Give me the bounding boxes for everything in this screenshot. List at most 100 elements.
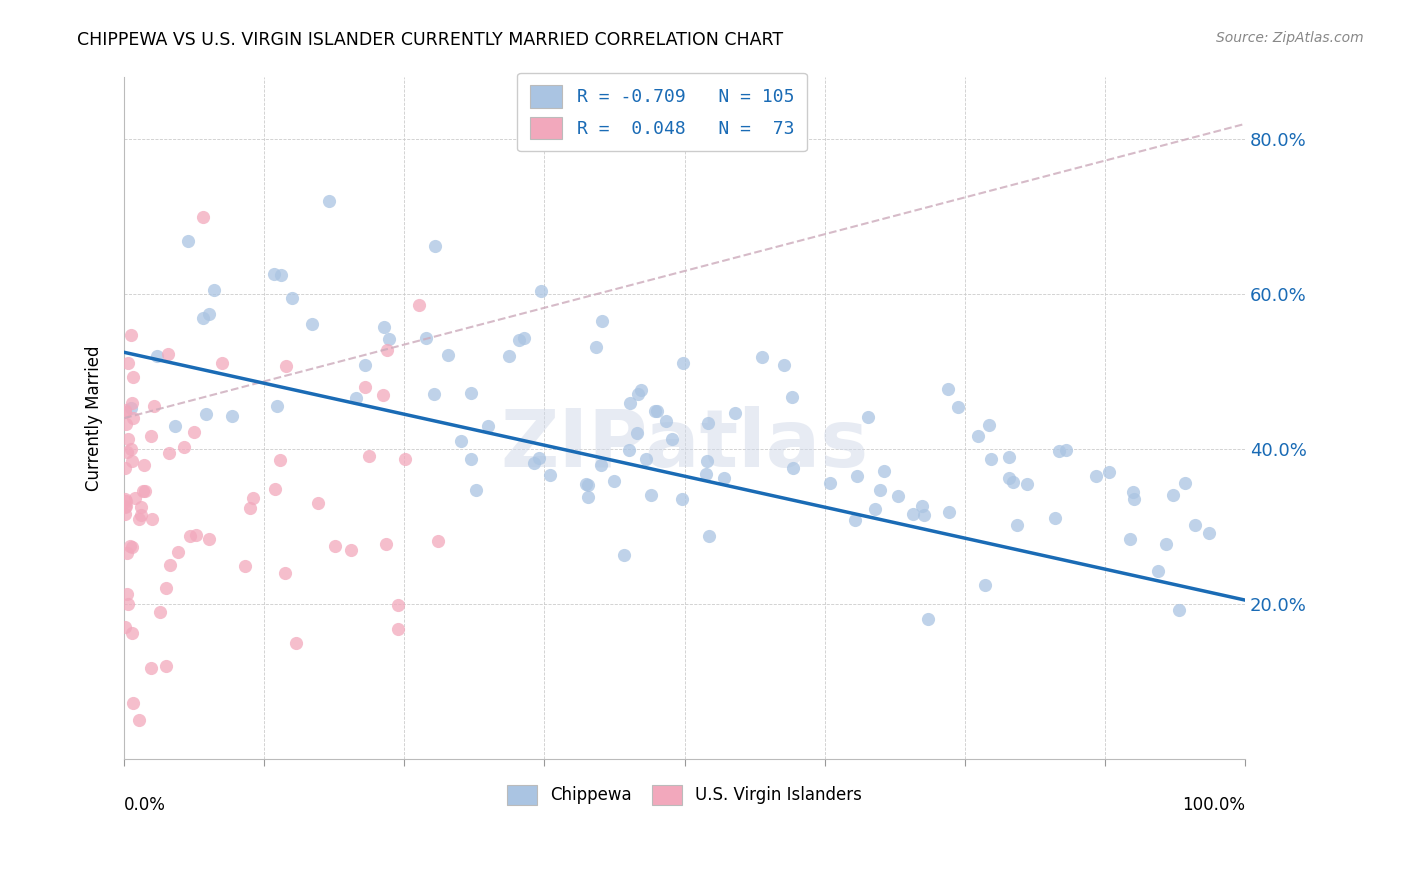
Point <box>202 283 225 297</box>
Point <box>183 425 205 440</box>
Point <box>274 566 297 581</box>
Point <box>585 340 607 354</box>
Point <box>149 605 172 619</box>
Point <box>387 599 409 613</box>
Point <box>191 210 214 224</box>
Point <box>450 434 472 449</box>
Point <box>576 490 599 504</box>
Point <box>1098 465 1121 479</box>
Point <box>239 501 262 516</box>
Point <box>460 386 482 401</box>
Point <box>627 387 650 401</box>
Point <box>527 450 550 465</box>
Point <box>270 268 292 282</box>
Point <box>977 418 1000 433</box>
Text: 100.0%: 100.0% <box>1182 797 1244 814</box>
Point <box>613 549 636 563</box>
Point <box>121 454 143 468</box>
Point <box>423 387 446 401</box>
Point <box>184 528 207 542</box>
Point <box>1047 443 1070 458</box>
Point <box>354 379 377 393</box>
Point <box>415 331 437 345</box>
Point <box>131 483 153 498</box>
Point <box>373 387 395 401</box>
Point <box>426 533 449 548</box>
Point <box>872 464 894 478</box>
Point <box>863 502 886 516</box>
Point <box>671 491 693 506</box>
Point <box>394 452 416 467</box>
Point <box>114 620 136 634</box>
Point <box>724 406 747 420</box>
Point <box>617 442 640 457</box>
Point <box>122 696 145 710</box>
Point <box>636 452 658 467</box>
Point <box>115 499 138 513</box>
Point <box>672 356 695 370</box>
Point <box>630 383 652 397</box>
Point <box>344 391 367 405</box>
Point <box>513 330 536 344</box>
Point <box>901 507 924 521</box>
Point <box>118 539 141 553</box>
Point <box>1146 564 1168 578</box>
Point <box>318 194 340 209</box>
Point <box>124 491 146 506</box>
Point <box>159 446 181 460</box>
Point <box>266 400 288 414</box>
Point <box>460 451 482 466</box>
Point <box>155 659 177 673</box>
Point <box>869 483 891 498</box>
Point <box>498 350 520 364</box>
Point <box>115 545 138 559</box>
Point <box>661 432 683 446</box>
Point <box>980 452 1002 467</box>
Point <box>477 418 499 433</box>
Point <box>128 511 150 525</box>
Point <box>508 333 530 347</box>
Point <box>655 414 678 428</box>
Point <box>387 622 409 636</box>
Point <box>576 478 599 492</box>
Point <box>695 467 717 482</box>
Point <box>129 500 152 515</box>
Point <box>375 343 398 357</box>
Point <box>465 483 488 497</box>
Point <box>910 499 932 513</box>
Point <box>233 558 256 573</box>
Point <box>780 390 803 404</box>
Point <box>354 358 377 372</box>
Point <box>373 319 395 334</box>
Point <box>1122 491 1144 506</box>
Point <box>645 404 668 418</box>
Point <box>134 483 156 498</box>
Point <box>276 359 298 373</box>
Point <box>340 542 363 557</box>
Point <box>307 495 329 509</box>
Point <box>967 429 990 443</box>
Point <box>858 410 880 425</box>
Point <box>121 327 143 342</box>
Point <box>323 540 346 554</box>
Point <box>357 449 380 463</box>
Point <box>773 358 796 372</box>
Point <box>143 399 166 413</box>
Point <box>114 507 136 521</box>
Point <box>1015 476 1038 491</box>
Point <box>263 483 285 497</box>
Point <box>120 401 142 415</box>
Point <box>122 369 145 384</box>
Point <box>167 545 190 559</box>
Point <box>115 493 138 508</box>
Point <box>146 349 169 363</box>
Point <box>115 587 138 601</box>
Point <box>159 558 181 573</box>
Text: ZIPatlas: ZIPatlas <box>501 407 869 484</box>
Point <box>936 382 959 396</box>
Point <box>195 407 218 421</box>
Text: Source: ZipAtlas.com: Source: ZipAtlas.com <box>1216 31 1364 45</box>
Point <box>696 454 718 468</box>
Point <box>423 239 446 253</box>
Point <box>998 471 1021 485</box>
